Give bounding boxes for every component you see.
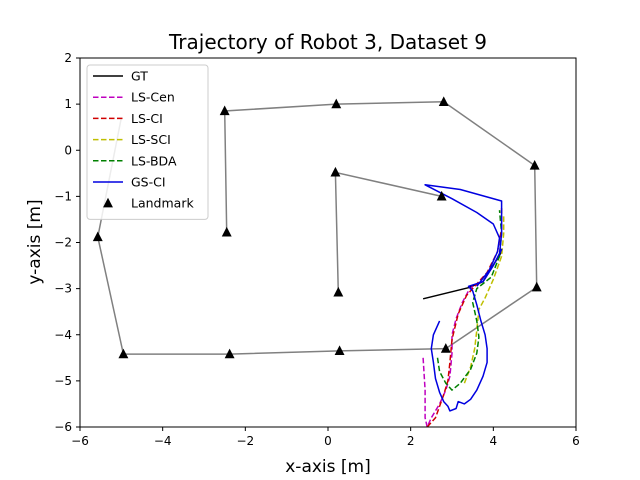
legend-label-gt: GT [131, 69, 148, 84]
landmark-marker-8 [333, 286, 344, 297]
x-tick-label: 0 [324, 434, 332, 448]
x-axis-label: x-axis [m] [285, 457, 370, 477]
x-tick-label: 2 [407, 434, 415, 448]
y-tick-label: −6 [54, 420, 72, 434]
boundary-path-1 [97, 101, 538, 355]
y-tick-label: −4 [54, 328, 72, 342]
x-tick-label: −4 [154, 434, 172, 448]
legend-label-ls-sci: LS-SCI [131, 132, 171, 147]
legend-swatch-landmark [103, 197, 113, 208]
landmark-marker-11 [118, 348, 129, 359]
legend-label-ls-ci: LS-CI [131, 111, 163, 126]
y-tick-label: −3 [54, 282, 72, 296]
legend-box [86, 64, 209, 220]
x-tick-label: −2 [236, 434, 254, 448]
landmark-marker-13 [334, 345, 345, 356]
y-tick-label: 1 [64, 97, 72, 111]
landmark-marker-7 [436, 190, 447, 201]
landmark-marker-4 [529, 159, 540, 170]
landmark-marker-10 [92, 231, 103, 242]
landmark-marker-9 [531, 281, 542, 292]
legend: GT LS-Cen LS-CI LS-SCI LS-BDA GS-CI Landmark [86, 64, 209, 220]
landmark-marker-6 [330, 166, 341, 177]
landmark-marker-2 [331, 98, 342, 109]
chart-title: Trajectory of Robot 3, Dataset 9 [168, 30, 487, 54]
landmark-marker-1 [219, 105, 230, 116]
x-tick-label: 4 [490, 434, 498, 448]
y-tick-label: −1 [54, 189, 72, 203]
legend-label-ls-bda: LS-BDA [131, 153, 177, 168]
y-axis-label: y-axis [m] [25, 199, 45, 284]
legend-label-gs-ci: GS-CI [131, 175, 166, 190]
landmark-marker-14 [440, 343, 451, 353]
y-tick-label: −5 [54, 374, 72, 388]
series-line-ls-bda [436, 210, 503, 391]
x-tick-label: −6 [71, 434, 89, 448]
landmark-marker-3 [438, 96, 449, 106]
y-tick-label: −2 [54, 236, 72, 250]
legend-label-ls-cen: LS-Cen [131, 90, 175, 105]
plot-marks [92, 96, 542, 427]
x-tick-label: 6 [572, 434, 580, 448]
axis-ticks: −6 −4 −2 0 2 4 6 −6 −5 −4 −3 −2 −1 0 1 2 [54, 51, 580, 448]
series-line-gs-ci [424, 184, 503, 412]
landmark-marker-5 [221, 226, 232, 237]
legend-label-landmark: Landmark [131, 196, 194, 211]
y-tick-label: 0 [64, 143, 72, 157]
y-tick-label: 2 [64, 51, 72, 65]
series-line-ls-sci [463, 214, 505, 384]
landmark-marker-12 [224, 348, 235, 359]
